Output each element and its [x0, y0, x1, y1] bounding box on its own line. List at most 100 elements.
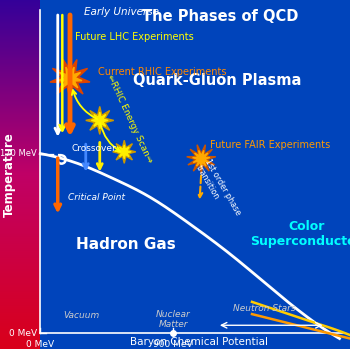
Bar [0, 105, 40, 106]
Text: Future FAIR Experiments: Future FAIR Experiments [210, 140, 330, 150]
Bar [0, 285, 40, 286]
Bar [0, 230, 40, 231]
Bar [0, 95, 40, 97]
Bar [0, 227, 40, 228]
Bar [0, 12, 40, 13]
Text: The Phases of QCD: The Phases of QCD [142, 9, 299, 24]
Bar [0, 276, 40, 277]
Bar [0, 156, 40, 157]
Bar [0, 123, 40, 125]
Bar [0, 119, 40, 120]
Bar [0, 136, 40, 137]
Bar [0, 222, 40, 223]
Text: Future LHC Experiments: Future LHC Experiments [75, 32, 194, 42]
Bar [0, 308, 40, 310]
Bar [0, 132, 40, 133]
Bar [0, 69, 40, 70]
Bar [0, 265, 40, 266]
Bar [40, 0, 350, 349]
Bar [0, 261, 40, 262]
Bar [0, 34, 40, 35]
Bar [0, 307, 40, 308]
Bar [0, 347, 40, 348]
Bar [0, 336, 40, 337]
Bar [0, 272, 40, 273]
Bar [0, 318, 40, 319]
Polygon shape [50, 59, 90, 99]
Bar [0, 212, 40, 213]
Bar [0, 240, 40, 241]
Bar [0, 104, 40, 105]
Bar [0, 205, 40, 206]
Bar [0, 157, 40, 158]
Bar [0, 63, 40, 64]
Bar [0, 290, 40, 291]
Bar [0, 164, 40, 165]
Bar [0, 101, 40, 102]
Bar [0, 341, 40, 342]
Text: Nuclear
Matter: Nuclear Matter [156, 310, 191, 329]
Bar [0, 2, 40, 3]
Text: Vacuum: Vacuum [63, 311, 99, 320]
Bar [0, 158, 40, 159]
Bar [0, 102, 40, 104]
Text: Quark-Gluon Plasma: Quark-Gluon Plasma [133, 73, 301, 88]
Bar [0, 235, 40, 236]
Bar [0, 38, 40, 39]
Bar [0, 258, 40, 259]
Bar [0, 128, 40, 129]
Bar [0, 273, 40, 275]
Bar [0, 107, 40, 108]
Bar [0, 201, 40, 202]
Bar [0, 294, 40, 296]
Bar [0, 111, 40, 112]
Bar [0, 98, 40, 99]
Bar [0, 0, 40, 1]
Bar [0, 159, 40, 161]
Bar [0, 83, 40, 84]
Bar [0, 142, 40, 143]
Bar [0, 120, 40, 121]
Bar [0, 79, 40, 80]
Bar [0, 289, 40, 290]
Bar [0, 301, 40, 303]
Bar [0, 248, 40, 249]
Bar [0, 187, 40, 188]
Bar [0, 116, 40, 118]
Bar [0, 143, 40, 144]
Text: ~170 MeV: ~170 MeV [0, 149, 37, 158]
Bar [0, 13, 40, 14]
Bar [0, 282, 40, 283]
Bar [0, 213, 40, 214]
Bar [0, 127, 40, 128]
Bar [0, 192, 40, 193]
Bar [0, 150, 40, 151]
Bar [0, 140, 40, 141]
Bar [0, 228, 40, 229]
Bar [0, 3, 40, 5]
Bar [0, 37, 40, 38]
Bar [0, 269, 40, 270]
Bar [0, 5, 40, 6]
Bar [0, 93, 40, 94]
Bar [0, 148, 40, 149]
Bar [0, 112, 40, 113]
Bar [0, 162, 40, 163]
Bar [0, 179, 40, 180]
Bar [0, 135, 40, 136]
Bar [0, 221, 40, 222]
Bar [0, 66, 40, 67]
Bar [0, 283, 40, 284]
Bar [0, 28, 40, 29]
Bar [0, 271, 40, 272]
Bar [0, 219, 40, 220]
Bar [0, 147, 40, 148]
Bar [0, 208, 40, 209]
Bar [0, 199, 40, 200]
Bar [0, 7, 40, 8]
Bar [0, 206, 40, 207]
Bar [0, 322, 40, 324]
Bar [0, 185, 40, 186]
Bar [0, 184, 40, 185]
Bar [0, 270, 40, 271]
